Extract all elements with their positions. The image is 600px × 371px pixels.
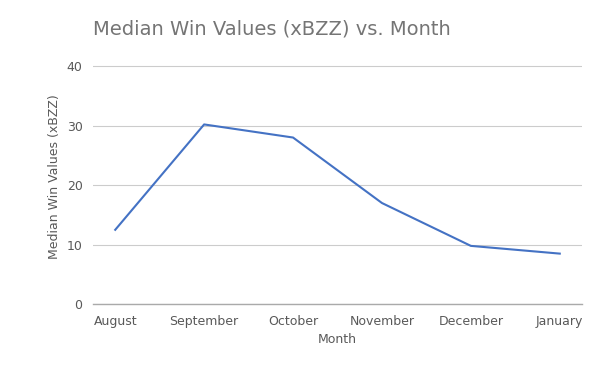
Y-axis label: Median Win Values (xBZZ): Median Win Values (xBZZ) (48, 94, 61, 259)
X-axis label: Month: Month (318, 333, 357, 346)
Text: Median Win Values (xBZZ) vs. Month: Median Win Values (xBZZ) vs. Month (93, 19, 451, 38)
